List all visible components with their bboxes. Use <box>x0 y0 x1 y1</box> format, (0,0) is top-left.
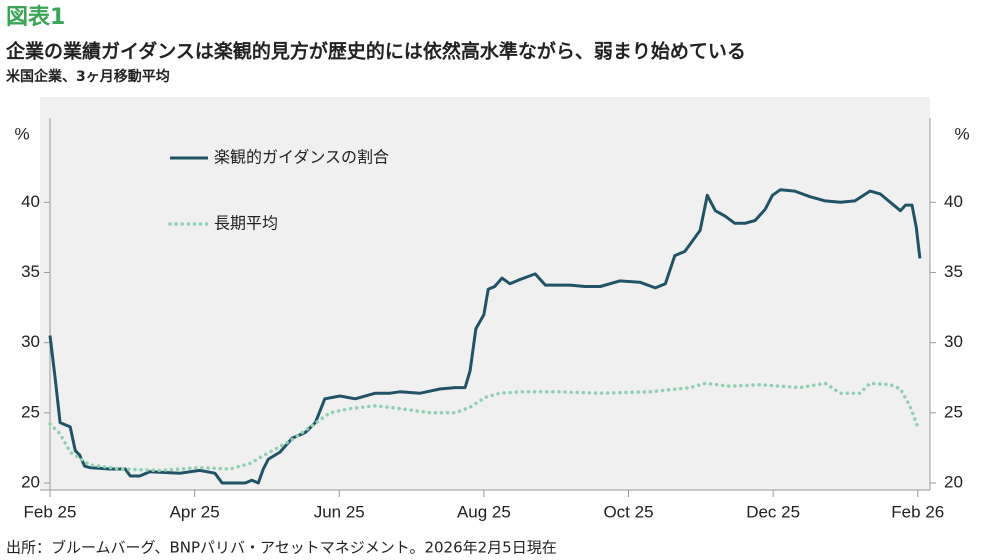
plot-background <box>40 97 930 490</box>
legend-label: 長期平均 <box>214 214 278 233</box>
legend-label: 楽観的ガイダンスの割合 <box>214 148 389 167</box>
y-tick-label: 20 <box>21 472 40 491</box>
y2-tick-label: 35 <box>944 262 963 281</box>
y2-tick-label: 20 <box>944 472 963 491</box>
y2-tick-label: 30 <box>944 332 963 351</box>
chart-title: 企業の業績ガイダンスは楽観的見方が歴史的には依然高水準ながら、弱まり始めている <box>5 40 746 63</box>
x-tick-label: Feb 25 <box>24 502 77 521</box>
y-tick-label: 25 <box>21 402 40 421</box>
x-tick-label: Dec 25 <box>746 502 800 521</box>
chart-subtitle: 米国企業、3ヶ月移動平均 <box>6 68 170 85</box>
x-tick-label: Aug 25 <box>457 502 511 521</box>
x-tick-label: Feb 26 <box>891 502 944 521</box>
y-axis-label: % <box>14 124 29 143</box>
y-tick-label: 30 <box>21 332 40 351</box>
y-tick-label: 40 <box>21 192 40 211</box>
series-line <box>48 188 922 485</box>
x-tick-label: Apr 25 <box>170 502 220 521</box>
y2-tick-label: 40 <box>944 192 963 211</box>
y-tick-label: 35 <box>21 262 40 281</box>
y2-tick-label: 25 <box>944 402 963 421</box>
x-tick-label: Jun 25 <box>314 502 365 521</box>
source-note: 出所：ブルームバーグ、BNPパリバ・アセットマネジメント。2026年2月5日現在 <box>6 539 557 557</box>
x-tick-label: Oct 25 <box>603 502 653 521</box>
y2-axis-label: % <box>954 124 969 143</box>
figure-label: 図表1 <box>6 5 65 30</box>
